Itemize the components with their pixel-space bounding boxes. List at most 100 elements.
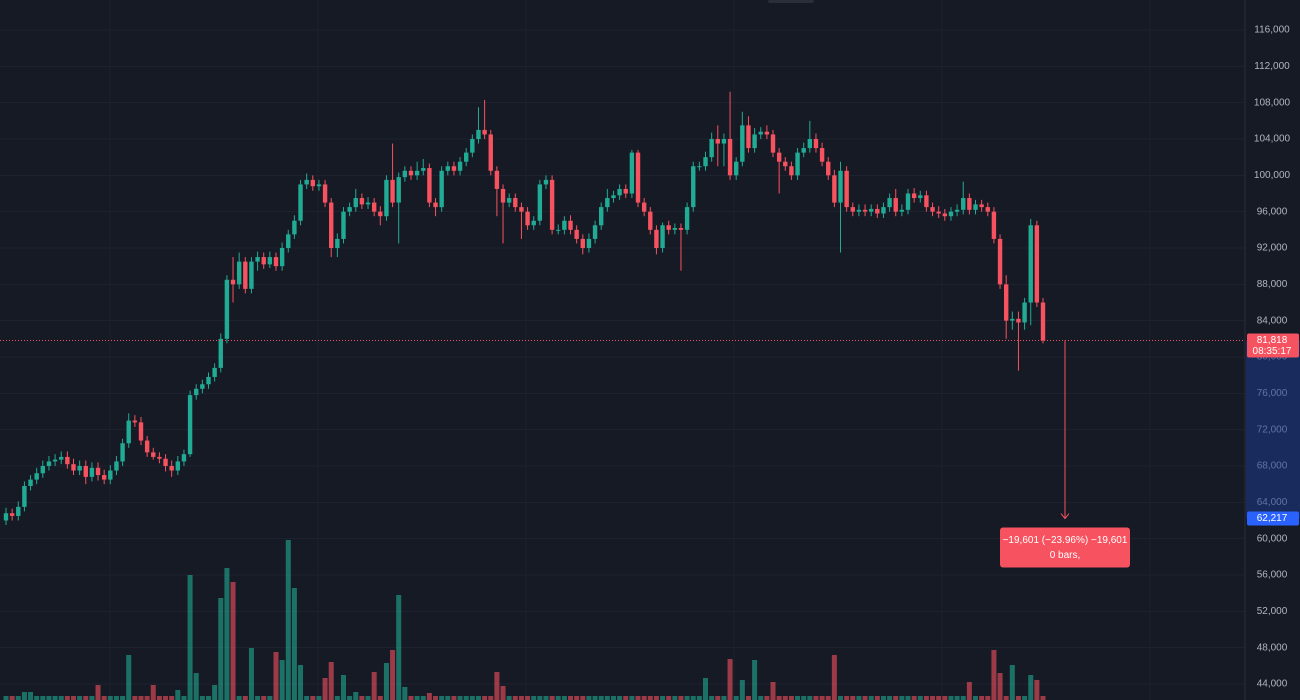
candle-body — [562, 220, 567, 230]
candle-body — [819, 148, 825, 162]
volume-bar — [64, 696, 70, 700]
volume-bar — [242, 696, 248, 700]
volume-bar — [101, 696, 107, 700]
candle-body — [586, 238, 592, 248]
volume-bar — [948, 696, 954, 700]
candle-body — [832, 175, 837, 203]
volume-bar — [782, 696, 788, 700]
volume-bar — [469, 696, 475, 700]
candle-body — [353, 198, 358, 208]
volume-bar — [414, 696, 420, 700]
volume-bar — [310, 696, 316, 700]
volume-bar — [236, 696, 242, 700]
candle-body — [537, 184, 543, 221]
candle-body — [341, 211, 346, 239]
volume-bar — [874, 696, 880, 700]
candle-body — [850, 207, 855, 212]
volume-bar — [936, 696, 942, 700]
candle-body — [414, 170, 420, 176]
candle-body — [967, 198, 972, 210]
candle-body — [292, 220, 297, 235]
candle-body — [905, 193, 911, 210]
candle-body — [1040, 302, 1046, 341]
volume-bar — [537, 696, 543, 700]
candle-body — [783, 161, 788, 167]
candle-body — [592, 225, 598, 239]
volume-bar — [617, 696, 623, 700]
candle-body — [279, 247, 285, 267]
candle-body — [862, 209, 868, 212]
candle-body — [40, 465, 46, 474]
y-tick-label: 96,000 — [1257, 206, 1288, 217]
volume-bar — [586, 696, 592, 700]
volume-bar — [862, 696, 868, 700]
y-tick-label: 112,000 — [1254, 61, 1290, 72]
candle-body — [65, 456, 70, 465]
volume-bar — [359, 696, 365, 700]
volume-bar — [604, 696, 610, 700]
y-tick-label: 84,000 — [1257, 315, 1288, 326]
candles — [3, 91, 1046, 526]
volume-bar — [261, 696, 267, 700]
candle-body — [1022, 302, 1027, 323]
candle-body — [740, 125, 745, 162]
y-tick-label: 52,000 — [1257, 606, 1288, 617]
volume-bar — [672, 696, 678, 700]
volume-bar — [169, 696, 175, 700]
candle-body — [83, 465, 88, 477]
volume-bar — [494, 672, 500, 700]
volume-bar — [187, 575, 193, 700]
volume-bar — [175, 690, 181, 700]
volume-bar — [721, 696, 727, 700]
volume-bar — [1003, 696, 1009, 700]
candle-body — [224, 279, 230, 339]
candle-body — [249, 261, 254, 289]
y-tick-label: 108,000 — [1254, 97, 1291, 108]
y-tick-label: 56,000 — [1257, 570, 1288, 581]
candle-body — [46, 461, 52, 466]
volume-bar — [997, 673, 1003, 700]
candle-body — [519, 207, 524, 212]
volume-bar — [660, 696, 666, 700]
candle-body — [1016, 318, 1021, 323]
volume-bar — [666, 696, 672, 700]
volume-bar — [770, 682, 776, 700]
volume-bar — [408, 696, 414, 700]
candle-body — [28, 479, 33, 486]
volume-bar — [316, 696, 322, 700]
top-tab — [768, 0, 814, 3]
candle-body — [654, 229, 659, 248]
candle-body — [169, 465, 174, 471]
candle-body — [9, 513, 15, 516]
volume-bar — [690, 696, 696, 700]
candle-body — [776, 152, 782, 162]
volume-bar — [46, 696, 52, 700]
volume-bar — [420, 696, 426, 700]
candle-body — [457, 161, 463, 171]
candle-body — [59, 456, 64, 460]
y-tick-label: 100,000 — [1254, 170, 1291, 181]
volume-bar — [451, 696, 457, 700]
candle-body — [549, 179, 555, 230]
volume-bar — [383, 663, 389, 700]
volume-bar — [758, 696, 764, 700]
volume — [3, 540, 1046, 700]
candle-body — [384, 179, 389, 217]
volume-bar — [911, 696, 917, 700]
candle-body — [703, 157, 708, 167]
volume-bar — [199, 696, 205, 700]
candle-body — [875, 208, 880, 214]
candle-body — [746, 125, 751, 149]
candle-body — [482, 129, 487, 135]
countdown-label: 08:35:17 — [1253, 346, 1292, 357]
volume-bar — [917, 696, 923, 700]
candle-body — [973, 204, 978, 210]
volume-bar — [396, 595, 402, 700]
candle-body — [445, 166, 450, 171]
candle-body — [212, 367, 217, 377]
candle-body — [77, 465, 82, 471]
candle-body — [470, 138, 475, 153]
candle-body — [795, 152, 800, 176]
